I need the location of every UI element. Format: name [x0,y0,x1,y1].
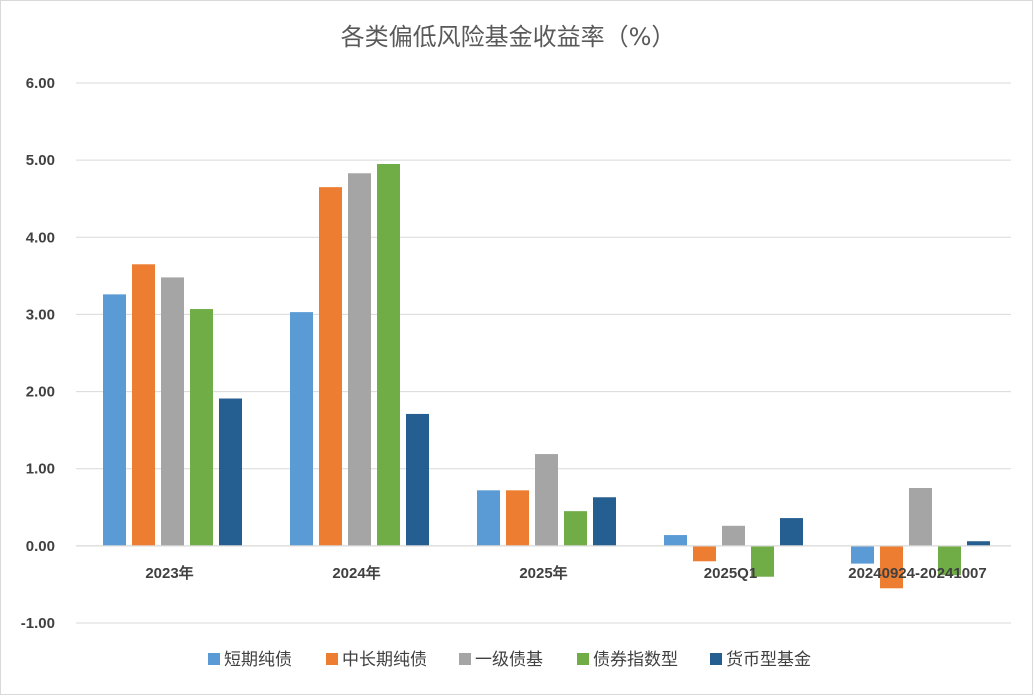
bar-3-4 [722,525,745,546]
bar-5-4 [780,518,803,546]
bar-1-3 [477,490,500,546]
bar-1-1 [103,294,126,546]
bar-1-4 [664,535,687,546]
y-tick-label: 6.00 [26,75,55,92]
x-category-label: 2024年 [332,564,380,582]
chart-title: 各类偏低风险基金收益率（%） [341,23,676,51]
bar-3-2 [348,173,371,546]
bar-1-2 [290,312,313,546]
legend-label: 中长期纯债 [342,650,427,670]
x-category-label: 2025Q1 [704,565,757,582]
bar-1-5 [851,545,874,564]
bar-4-5 [938,545,961,576]
bars [103,164,990,589]
bar-3-3 [535,454,558,546]
bar-2-2 [319,187,342,546]
x-category-label: 2023年 [145,564,193,582]
y-tick-label: 1.00 [26,461,55,478]
bar-3-5 [909,488,932,546]
legend-swatch [208,653,220,665]
legend-label: 短期纯债 [224,650,292,670]
y-tick-label: 3.00 [26,306,55,323]
x-category-label: 2025年 [519,564,567,582]
bar-2-1 [132,264,155,546]
bar-2-3 [506,490,529,546]
legend-swatch [459,653,471,665]
bar-4-1 [190,309,213,546]
legend-swatch [577,653,589,665]
x-category-label: 20240924-20241007 [848,565,986,582]
y-tick-label: -1.00 [21,615,55,632]
y-tick-label: 4.00 [26,229,55,246]
bar-5-5 [967,541,990,546]
y-tick-label: 0.00 [26,538,55,555]
legend-label: 债券指数型 [593,650,678,670]
legend-swatch [326,653,338,665]
y-tick-label: 5.00 [26,152,55,169]
legend-swatch [710,653,722,665]
bar-5-2 [406,413,429,546]
x-axis-categories: 2023年 2024年 2025年 2025Q1 20240924-20241007 [145,564,986,582]
bar-3-1 [161,277,184,546]
bar-4-2 [377,164,400,546]
legend: 短期纯债 中长期纯债 一级债基 债券指数型 货币型基金 [208,650,811,670]
bar-5-3 [593,497,616,546]
bar-4-4 [751,545,774,577]
bar-5-1 [219,398,242,546]
y-axis-ticks: 6.00 5.00 4.00 3.00 2.00 1.00 0.00 -1.00 [21,75,55,632]
bar-4-3 [564,511,587,546]
legend-label: 一级债基 [475,650,543,670]
bar-2-4 [693,545,716,562]
legend-label: 货币型基金 [726,650,811,670]
bar-2-5 [880,545,903,589]
y-tick-label: 2.00 [26,384,55,401]
